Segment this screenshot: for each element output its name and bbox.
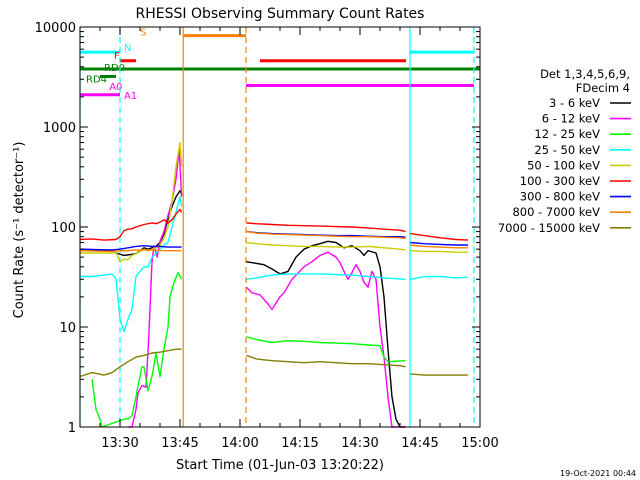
legend-header-line-1: FDecim 4	[576, 81, 630, 95]
legend-label-800-7000-kev: 800 - 7000 keV	[512, 205, 600, 219]
flag-label-s: S	[140, 28, 146, 39]
y-tick-label-10: 10	[59, 321, 76, 336]
flag-label-rd4: RD4	[86, 74, 107, 85]
chart-title: RHESSI Observing Summary Count Rates	[136, 6, 425, 22]
legend-label-300-800-kev: 300 - 800 keV	[520, 190, 600, 204]
y-axis-label: Count Rate (s⁻¹ detector⁻¹)	[12, 142, 27, 319]
x-tick-label-14-15: 14:15	[281, 436, 318, 451]
series-line-25-50-kev	[80, 196, 469, 333]
x-tick-label-15-00: 15:00	[461, 436, 498, 451]
y-tick-label-100: 100	[51, 221, 76, 236]
series-line-800-7000-kev	[79, 230, 468, 253]
y-tick-label-1000: 1000	[43, 121, 76, 136]
x-tick-label-14-30: 14:30	[341, 436, 378, 451]
flag-label-a1: A1	[124, 91, 137, 102]
x-tick-label-13-30: 13:30	[101, 436, 138, 451]
legend-label-12-25-kev: 12 - 25 keV	[534, 127, 600, 141]
legend-label-7000-15000-kev: 7000 - 15000 keV	[498, 221, 600, 235]
series-line-100-300-kev	[79, 208, 469, 241]
legend-header-line-0: Det 1,3,4,5,6,9,	[540, 67, 630, 81]
legend-label-6-12-kev: 6 - 12 keV	[542, 112, 600, 126]
series-line-12-25-kev	[91, 271, 406, 428]
generation-timestamp: 19-Oct-2021 00:44	[560, 469, 636, 478]
flag-label-n: N	[124, 43, 131, 54]
flag-label-f: F	[114, 51, 120, 62]
x-tick-label-14-00: 14:00	[221, 436, 258, 451]
y-tick-label-1: 1	[68, 421, 76, 436]
series-line-6-12-kev	[128, 148, 406, 428]
legend-label-100-300-kev: 100 - 300 keV	[520, 174, 600, 188]
legend-label-3-6-kev: 3 - 6 keV	[549, 96, 600, 110]
series-line-7000-15000-kev	[79, 348, 468, 378]
x-tick-label-13-45: 13:45	[161, 436, 198, 451]
x-tick-label-14-45: 14:45	[401, 436, 438, 451]
legend-label-25-50-kev: 25 - 50 keV	[534, 143, 600, 157]
y-tick-label-10000: 10000	[35, 21, 76, 36]
x-axis-label: Start Time (01-Jun-03 13:20:22)	[176, 458, 384, 473]
series-line-3-6-kev	[79, 190, 406, 428]
flag-label-a0: A0	[109, 82, 122, 93]
legend-label-50-100-kev: 50 - 100 keV	[527, 158, 600, 172]
flag-label-rd0: RD0	[104, 63, 125, 74]
